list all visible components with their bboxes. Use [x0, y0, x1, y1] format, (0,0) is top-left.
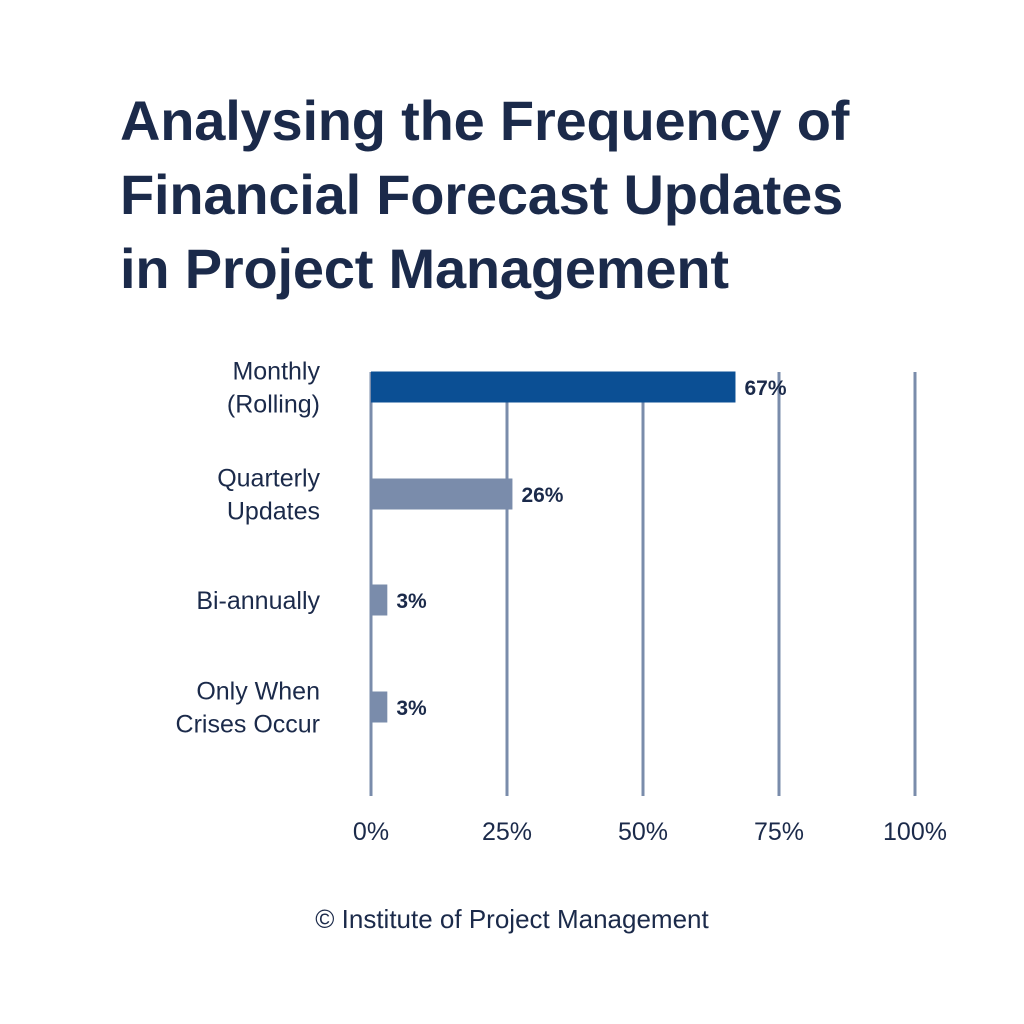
category-label-line: Bi-annually	[196, 587, 320, 615]
category-label: Quarterly Updates	[217, 465, 320, 526]
category-label-line: Monthly	[232, 358, 320, 386]
x-tick-label: 0%	[353, 818, 389, 846]
chart-title-line-2: Financial Forecast Updates	[120, 163, 844, 226]
x-tick-label: 75%	[754, 818, 804, 846]
category-label-line: Only When	[196, 678, 320, 706]
x-tick-label: 50%	[618, 818, 668, 846]
category-label: Only When Crises Occur	[176, 678, 320, 739]
labels: 0% 25% 50% 75% 100% 67% Monthly (Rolling) 26% Qua…	[176, 358, 947, 847]
x-tick-label: 100%	[883, 818, 947, 846]
bar	[371, 691, 388, 723]
bar	[371, 371, 736, 403]
category-label: Bi-annually	[196, 587, 320, 615]
category-label-line: Updates	[227, 498, 320, 526]
data-label: 26%	[521, 484, 563, 507]
copyright-footer: © Institute of Project Management	[315, 904, 709, 934]
data-label: 3%	[396, 590, 427, 613]
category-label-line: Crises Occur	[176, 711, 320, 739]
bars	[371, 371, 736, 723]
bar	[371, 584, 388, 616]
chart-title-line-3: in Project Management	[120, 237, 729, 300]
category-label-line: (Rolling)	[227, 391, 320, 419]
chart-title: Analysing the Frequency of Financial For…	[120, 84, 980, 306]
data-label: 3%	[396, 697, 427, 720]
category-label-line: Quarterly	[217, 465, 320, 493]
data-label: 67%	[744, 377, 786, 400]
gridlines	[369, 372, 917, 796]
chart-title-line-1: Analysing the Frequency of	[120, 89, 850, 152]
bar	[371, 478, 513, 510]
category-label: Monthly (Rolling)	[227, 358, 321, 419]
x-tick-label: 25%	[482, 818, 532, 846]
